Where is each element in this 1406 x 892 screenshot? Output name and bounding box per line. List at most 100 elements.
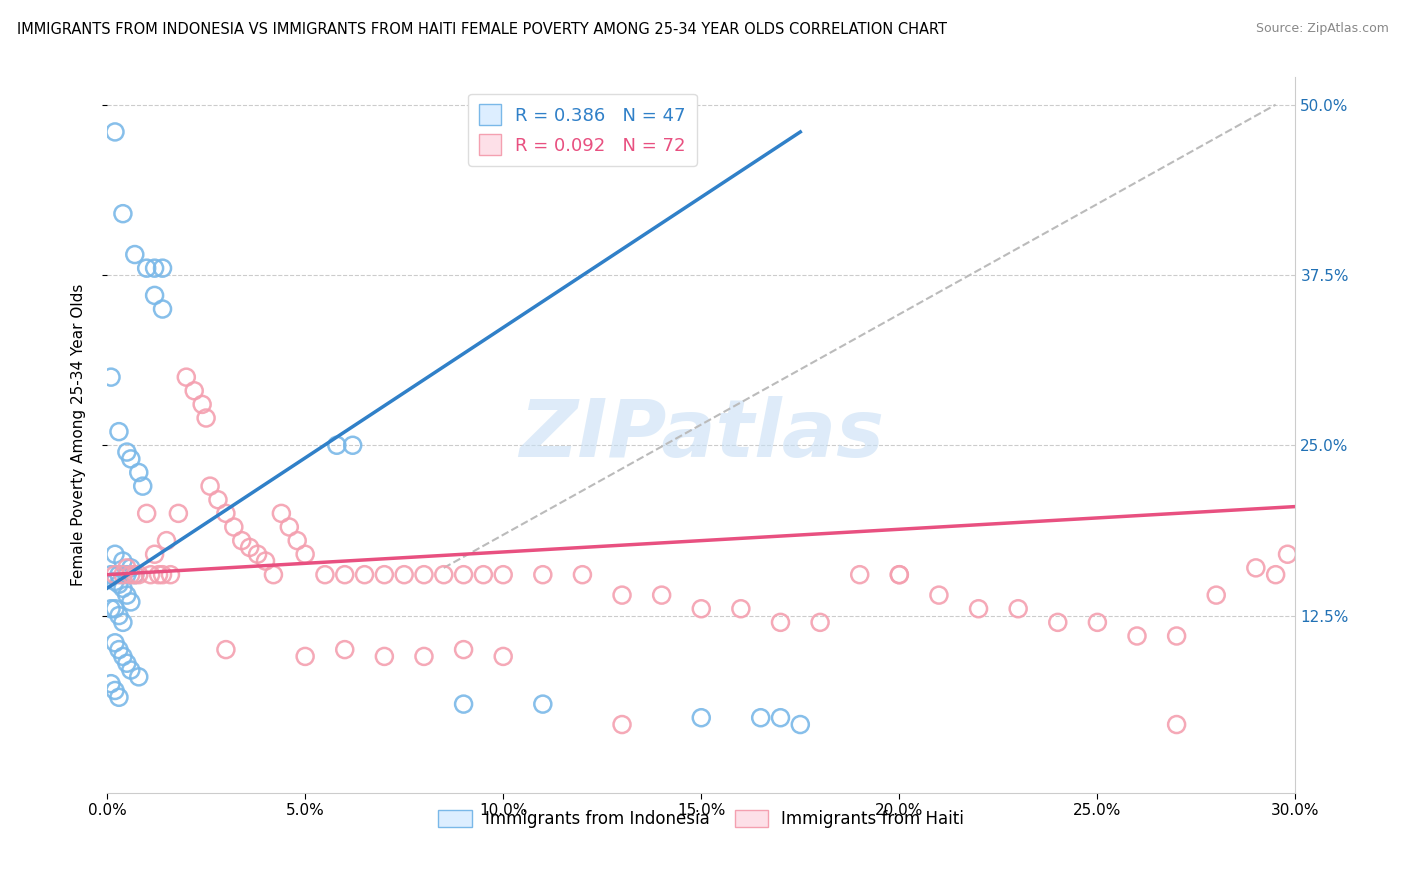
Point (353, 567, 375, 582)
Point (111, 615, 134, 630)
Point (148, 567, 170, 582)
Point (231, 533, 253, 548)
Point (115, 567, 138, 582)
Legend: Immigrants from Indonesia, Immigrants from Haiti: Immigrants from Indonesia, Immigrants fr… (432, 803, 972, 834)
Point (453, 697, 475, 711)
Point (239, 541, 262, 555)
Point (104, 125, 127, 139)
Point (749, 711, 772, 725)
Point (285, 533, 308, 548)
Point (769, 711, 792, 725)
Point (108, 567, 131, 582)
Point (115, 561, 138, 575)
Point (104, 636, 127, 650)
Point (472, 567, 495, 582)
Point (108, 690, 131, 705)
Point (124, 247, 146, 261)
Point (183, 384, 205, 398)
Point (152, 261, 174, 276)
Point (294, 547, 316, 561)
Point (270, 507, 292, 521)
Point (100, 601, 122, 615)
Point (195, 411, 218, 425)
Point (413, 567, 436, 582)
Point (928, 588, 950, 602)
Point (262, 567, 284, 582)
Point (222, 520, 245, 534)
Point (124, 567, 146, 582)
Point (104, 601, 127, 615)
Point (104, 567, 127, 582)
Point (215, 507, 238, 521)
Point (314, 567, 336, 582)
Point (100, 567, 122, 582)
Point (1264, 567, 1286, 582)
Point (155, 533, 177, 548)
Point (492, 567, 515, 582)
Point (1277, 547, 1299, 561)
Point (128, 466, 150, 480)
Point (167, 507, 190, 521)
Point (531, 567, 554, 582)
Point (143, 547, 166, 561)
Text: ZIPatlas: ZIPatlas (519, 396, 884, 474)
Y-axis label: Female Poverty Among 25-34 Year Olds: Female Poverty Among 25-34 Year Olds (72, 284, 86, 586)
Point (808, 615, 831, 630)
Point (1087, 615, 1109, 630)
Point (769, 615, 792, 630)
Point (453, 642, 475, 657)
Point (610, 588, 633, 602)
Point (115, 657, 138, 671)
Point (848, 567, 870, 582)
Point (889, 567, 911, 582)
Point (128, 567, 150, 582)
Point (108, 642, 131, 657)
Point (453, 567, 475, 582)
Point (1166, 629, 1188, 643)
Point (120, 567, 142, 582)
Point (1007, 601, 1029, 615)
Point (111, 207, 134, 221)
Point (111, 567, 134, 582)
Point (135, 507, 157, 521)
Point (278, 520, 301, 534)
Point (159, 567, 181, 582)
Point (198, 479, 221, 493)
Point (120, 663, 142, 677)
Point (139, 567, 162, 582)
Point (143, 261, 166, 276)
Point (246, 547, 269, 561)
Point (730, 601, 752, 615)
Text: Source: ZipAtlas.com: Source: ZipAtlas.com (1256, 22, 1389, 36)
Point (373, 649, 395, 664)
Point (333, 642, 356, 657)
Point (967, 601, 990, 615)
Point (104, 547, 127, 561)
Point (120, 561, 142, 575)
Point (104, 574, 127, 589)
Point (111, 649, 134, 664)
Point (789, 717, 811, 731)
Point (294, 649, 316, 664)
Point (333, 567, 356, 582)
Point (433, 567, 456, 582)
Point (124, 567, 146, 582)
Point (115, 588, 138, 602)
Point (152, 301, 174, 316)
Point (132, 479, 155, 493)
Point (492, 649, 515, 664)
Point (392, 567, 415, 582)
Point (215, 642, 238, 657)
Point (373, 567, 395, 582)
Text: IMMIGRANTS FROM INDONESIA VS IMMIGRANTS FROM HAITI FEMALE POVERTY AMONG 25-34 YE: IMMIGRANTS FROM INDONESIA VS IMMIGRANTS … (17, 22, 946, 37)
Point (1166, 717, 1188, 731)
Point (326, 438, 349, 452)
Point (152, 567, 174, 582)
Point (108, 577, 131, 591)
Point (889, 567, 911, 582)
Point (135, 261, 157, 276)
Point (111, 554, 134, 568)
Point (571, 567, 593, 582)
Point (1244, 561, 1267, 575)
Point (176, 370, 198, 384)
